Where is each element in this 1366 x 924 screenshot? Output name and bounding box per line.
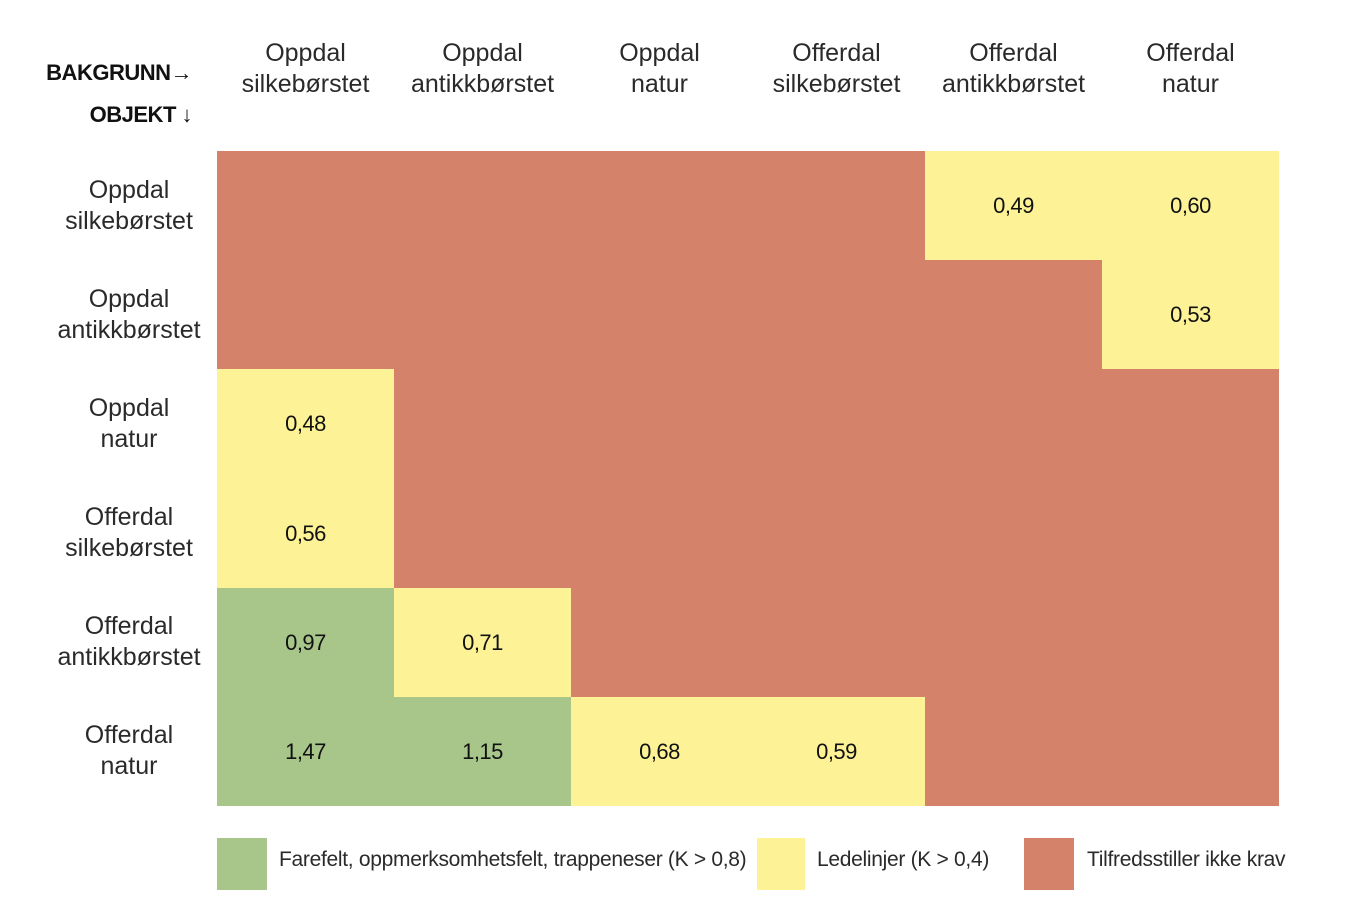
column-header: Oppdal silkebørstet xyxy=(217,38,394,100)
column-header-line: antikkbørstet xyxy=(410,70,555,98)
object-axis-label: OBJEKT ↓ xyxy=(89,102,193,127)
column-header-line: antikkbørstet xyxy=(941,70,1086,98)
heatmap-cell: 0,71 xyxy=(394,588,571,697)
legend-label-red: Tilfredsstiller ikke krav xyxy=(1087,848,1286,871)
heatmap-cell xyxy=(394,260,571,369)
heatmap-cell: 0,59 xyxy=(748,697,925,806)
heatmap-cell: 1,47 xyxy=(217,697,394,806)
column-header-line: natur xyxy=(1162,70,1219,98)
row-header-line: silkebørstet xyxy=(65,206,193,235)
column-header-line: silkebørstet xyxy=(772,70,901,98)
column-header-line: Oppdal xyxy=(265,39,346,67)
column-header: Offerdal silkebørstet xyxy=(748,38,925,100)
row-header-line: silkebørstet xyxy=(65,534,193,563)
heatmap-cell xyxy=(748,588,925,697)
background-axis-label: BAKGRUNN→ xyxy=(46,60,192,85)
heatmap-cell xyxy=(571,369,748,479)
heatmap-cell xyxy=(925,369,1102,479)
heatmap-cell xyxy=(748,260,925,369)
row-header: Offerdal antikkbørstet xyxy=(38,611,220,673)
heatmap-cell xyxy=(394,479,571,588)
column-header: Oppdal natur xyxy=(571,38,748,100)
heatmap-cell xyxy=(925,260,1102,369)
heatmap-cell xyxy=(217,260,394,369)
heatmap-cell xyxy=(571,588,748,697)
column-header: Oppdal antikkbørstet xyxy=(394,38,571,100)
heatmap-cell: 0,53 xyxy=(1102,260,1279,369)
column-header-line: Offerdal xyxy=(969,39,1058,67)
heatmap-cell xyxy=(571,479,748,588)
row-header-line: Offerdal xyxy=(84,721,174,750)
legend-swatch-green xyxy=(217,838,267,890)
legend-label-yellow: Ledelinjer (K > 0,4) xyxy=(817,848,990,871)
row-header-line: Oppdal xyxy=(88,393,170,422)
row-header-line: Offerdal xyxy=(84,612,174,641)
heatmap-cell: 1,15 xyxy=(394,697,571,806)
row-header: Offerdal silkebørstet xyxy=(38,502,220,564)
heatmap-cell xyxy=(925,697,1102,806)
row-header: Oppdal antikkbørstet xyxy=(38,284,220,346)
heatmap-cell: 0,48 xyxy=(217,369,394,479)
heatmap-cell xyxy=(1102,588,1279,697)
heatmap-cell xyxy=(748,479,925,588)
row-header-line: antikkbørstet xyxy=(57,643,201,672)
legend-swatch-yellow xyxy=(757,838,805,890)
column-header-line: Oppdal xyxy=(619,39,700,67)
heatmap-cell: 0,56 xyxy=(217,479,394,588)
column-header-line: Offerdal xyxy=(792,39,881,67)
column-header: Offerdal antikkbørstet xyxy=(925,38,1102,100)
column-header-line: silkebørstet xyxy=(241,70,370,98)
heatmap-cell xyxy=(394,151,571,260)
row-header: Offerdal natur xyxy=(38,720,220,782)
heatmap-cell xyxy=(925,479,1102,588)
row-header-line: natur xyxy=(100,424,158,453)
heatmap-cell xyxy=(217,151,394,260)
heatmap-cell xyxy=(748,369,925,479)
heatmap-cell xyxy=(394,369,571,479)
row-header-line: Offerdal xyxy=(84,503,174,532)
column-header: Offerdal natur xyxy=(1102,38,1279,100)
legend-label-green: Farefelt, oppmerksomhetsfelt, trappenese… xyxy=(279,848,747,871)
heatmap-cell xyxy=(748,151,925,260)
heatmap-cell xyxy=(1102,369,1279,479)
heatmap-cell xyxy=(1102,479,1279,588)
column-header-line: Offerdal xyxy=(1146,39,1235,67)
heatmap-cell: 0,60 xyxy=(1102,151,1279,260)
heatmap-cell xyxy=(1102,697,1279,806)
column-header-line: natur xyxy=(631,70,688,98)
row-header-line: antikkbørstet xyxy=(57,315,201,344)
column-header-line: Oppdal xyxy=(442,39,523,67)
row-header: Oppdal natur xyxy=(38,393,220,455)
legend-swatch-red xyxy=(1024,838,1074,890)
heatmap-cell xyxy=(571,260,748,369)
heatmap-cell: 0,97 xyxy=(217,588,394,697)
row-header-line: Oppdal xyxy=(88,175,170,204)
heatmap-cell: 0,68 xyxy=(571,697,748,806)
heatmap-cell xyxy=(925,588,1102,697)
row-header-line: Oppdal xyxy=(88,284,170,313)
heatmap-cell: 0,49 xyxy=(925,151,1102,260)
heatmap-cell xyxy=(571,151,748,260)
row-header: Oppdal silkebørstet xyxy=(38,175,220,237)
row-header-line: natur xyxy=(100,752,158,781)
